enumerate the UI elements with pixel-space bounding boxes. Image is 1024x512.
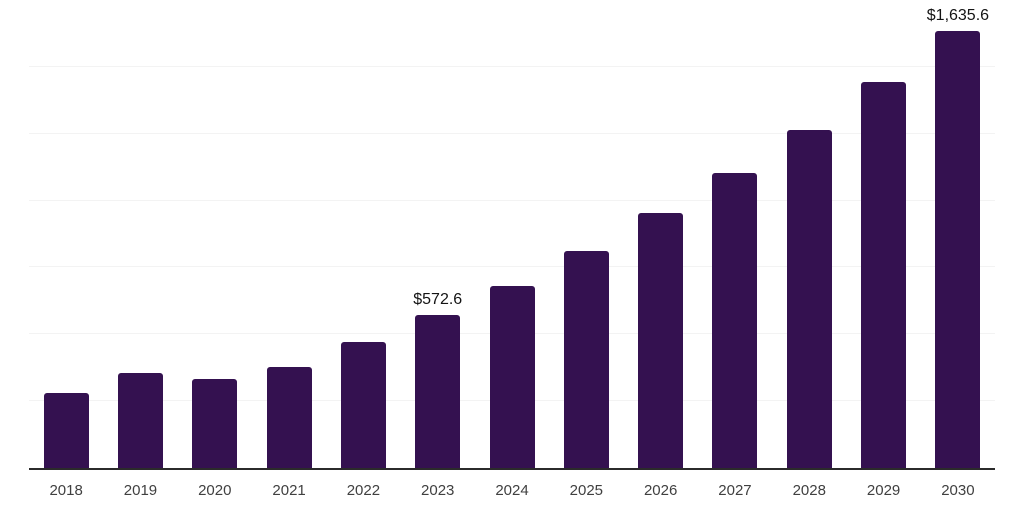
bar-2019 — [117, 372, 163, 468]
x-tick-label-2020: 2020 — [198, 482, 232, 499]
x-tick-label-2024: 2024 — [495, 482, 529, 499]
bar-slot-2026 — [624, 0, 698, 468]
bar-2030 — [935, 30, 981, 468]
x-tick-label-2030: 2030 — [941, 482, 975, 499]
bar-slot-2020 — [178, 0, 252, 468]
gridline — [29, 65, 995, 67]
bar-2024 — [489, 286, 535, 468]
gridline — [29, 132, 995, 134]
gridline — [29, 266, 995, 268]
x-tick-label-2028: 2028 — [792, 482, 826, 499]
bar-2029 — [861, 82, 907, 468]
bar-slot-2024 — [475, 0, 549, 468]
x-tick-label-2018: 2018 — [49, 482, 83, 499]
bar-2028 — [786, 129, 832, 468]
bar-slot-2021 — [252, 0, 326, 468]
bar-slot-2018 — [29, 0, 103, 468]
bar-slot-2028 — [772, 0, 846, 468]
bar-slot-2023: $572.6 — [401, 0, 475, 468]
bar-2026 — [638, 212, 684, 468]
bar-slot-2025 — [549, 0, 623, 468]
x-tick-label-2029: 2029 — [866, 482, 901, 499]
bar-slot-2022 — [326, 0, 400, 468]
bar-2021 — [266, 366, 312, 468]
bar-2018 — [43, 393, 89, 468]
x-tick-label-2027: 2027 — [718, 482, 752, 499]
gridline — [29, 199, 995, 201]
x-tick-label-2025: 2025 — [569, 482, 604, 499]
bar-2027 — [712, 172, 758, 468]
data-label-2023: $572.6 — [413, 290, 463, 308]
bar-2023 — [415, 314, 461, 468]
x-tick-label-2021: 2021 — [272, 482, 306, 499]
bar-slot-2029 — [846, 0, 920, 468]
plot-area: $572.6 $1,635.6 — [29, 0, 995, 470]
x-tick-label-2023: 2023 — [421, 482, 455, 499]
bar-2020 — [192, 378, 238, 468]
x-tick-label-2026: 2026 — [643, 482, 678, 499]
bar-2025 — [563, 251, 609, 468]
bar-2022 — [340, 342, 386, 468]
data-label-2030: $1,635.6 — [926, 6, 990, 24]
bars-container: $572.6 $1,635.6 — [29, 0, 995, 468]
x-tick-label-2022: 2022 — [346, 482, 381, 499]
x-tick-label-2019: 2019 — [123, 482, 158, 499]
bar-slot-2027 — [698, 0, 772, 468]
x-axis-labels: 2018 2019 2020 2021 2022 2023 2024 2025 2026 2027… — [29, 482, 995, 499]
bar-slot-2019 — [103, 0, 177, 468]
bar-slot-2030: $1,635.6 — [921, 0, 995, 468]
